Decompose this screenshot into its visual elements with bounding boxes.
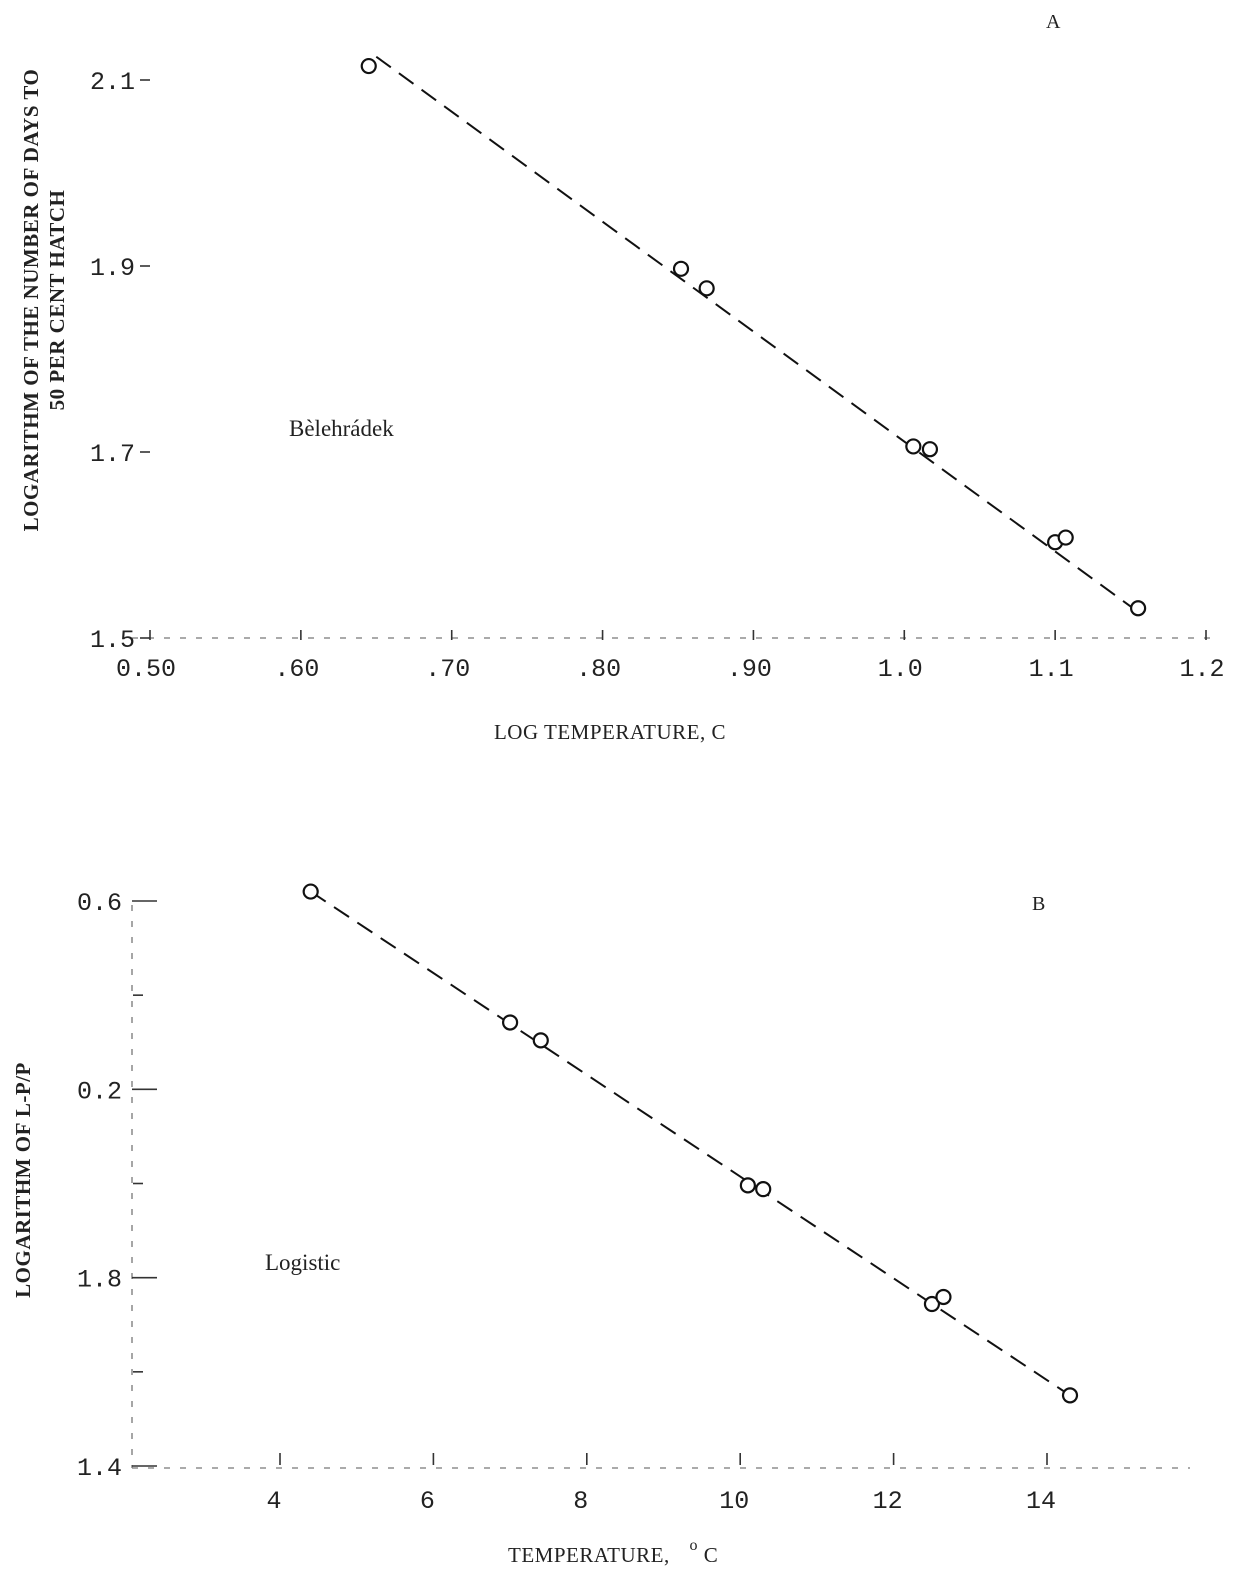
panel-a-y-ticks: 1.5 1.7 1.9 2.1 [90,68,150,655]
panel-b-annotation: Logistic [265,1250,340,1275]
panel-a-data-point [1130,600,1147,617]
panel-b-data-point [755,1181,772,1198]
panel-a-x-tick-label: .70 [425,655,470,684]
panel-b-xlabel: TEMPERATURE, o C [508,1531,718,1567]
panel-a-data-point [1057,529,1074,546]
panel-a-data-point [905,438,922,455]
panel-a: A LOGARITHM OF THE NUMBER OF DAYS TO 50 … [19,11,1225,744]
panel-a-points [360,57,1147,617]
panel-a-x-tick-label: 0.50 [116,655,176,684]
panel-b-x-tick-label: 12 [873,1487,903,1516]
panel-a-y-tick-label: 1.9 [90,254,135,283]
panel-b-x-tick-label: 6 [420,1487,435,1516]
panel-a-ylabel-line2: 50 PER CENT HATCH [45,190,69,411]
panel-a-ylabel-line1: LOGARITHM OF THE NUMBER OF DAYS TO [19,69,43,532]
panel-a-x-tick-label: 1.1 [1029,655,1074,684]
panel-a-data-point [921,441,939,458]
panel-b-data-point [532,1032,549,1049]
panel-a-annotation: Bèlehrádek [289,416,394,441]
panel-b-xlabel-degree: o [690,1537,699,1554]
panel-a-x-tick-label: 1.2 [1179,655,1224,684]
panel-b-xlabel-text: TEMPERATURE, [508,1543,670,1567]
panel-b-letter: B [1032,893,1045,915]
panel-b-ylabel: LOGARITHM OF L-P/P [11,1062,35,1298]
panel-b-y-tick-label: 0.6 [77,889,122,918]
panel-b-y-ticks: 0.6 0.2 1.8 1.4 [77,889,157,1483]
panel-a-data-point [672,260,690,277]
panel-a-letter: A [1046,11,1061,33]
panel-a-data-point [698,280,715,297]
panel-b-y-tick-label: 0.2 [77,1077,122,1106]
panel-b-y-tick-label: 1.8 [77,1266,122,1295]
panel-a-y-tick-label: 1.7 [90,440,135,469]
panel-b-x-ticks: 4 6 8 10 12 14 [266,1453,1056,1516]
panel-a-y-tick-label: 2.1 [90,68,135,97]
panel-b-fit-line [310,890,1071,1397]
panel-a-fit-line [375,55,1139,613]
panel-b-data-point [302,883,319,900]
panel-a-y-tick-label: 1.5 [90,626,135,655]
panel-a-x-ticks: 0.50 .60 .70 .80 .90 1.0 1.1 1.2 [116,630,1225,684]
panel-b-x-tick-label: 4 [266,1487,281,1516]
panel-a-fit-line-group [375,55,1139,613]
panel-a-x-tick-label: .90 [727,655,772,684]
panel-b-x-tick-label: 14 [1026,1487,1056,1516]
panel-a-x-tick-label: .60 [274,655,319,684]
panel-b-data-point [502,1014,519,1031]
panel-b-x-tick-label: 8 [573,1487,588,1516]
panel-b-points [302,883,1079,1404]
panel-b-xlabel-unit: C [704,1543,719,1567]
panel-a-data-point [360,57,377,75]
panel-b-data-point [935,1288,952,1306]
panel-b-data-point [739,1177,756,1194]
panel-a-x-tick-label: 1.0 [878,655,923,684]
panel-a-x-tick-label: .80 [576,655,621,684]
panel-b-data-point [1061,1387,1079,1404]
panel-b-data-point [923,1295,941,1313]
panel-b: B LOGARITHM OF L-P/P 0.6 0.2 1.8 1.4 4 6 8 10 1… [11,883,1190,1567]
panel-b-x-tick-label: 10 [719,1487,749,1516]
panel-b-fit-line-group [310,890,1071,1397]
panel-b-y-tick-label: 1.4 [77,1454,122,1483]
panel-a-xlabel: LOG TEMPERATURE, C [494,720,726,744]
